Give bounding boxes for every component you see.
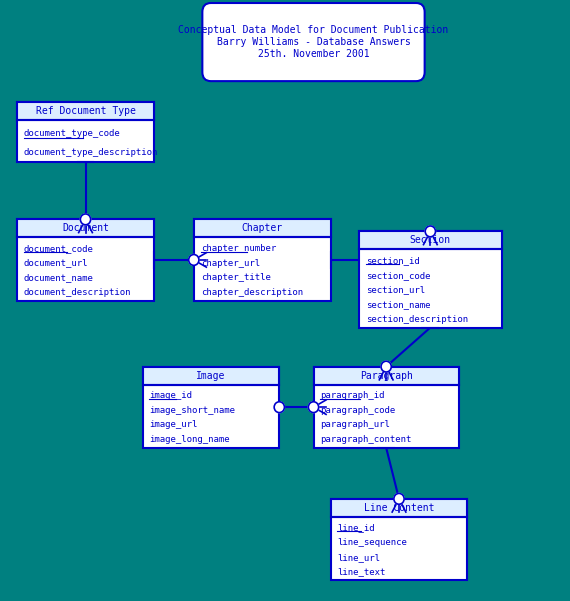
Text: section_name: section_name [366, 300, 430, 309]
Bar [314, 367, 459, 385]
Text: section_id: section_id [366, 256, 420, 265]
Text: Document: Document [62, 224, 109, 233]
Bar [17, 102, 154, 162]
Text: section_description: section_description [366, 315, 468, 324]
Bar [142, 367, 279, 385]
Bar [194, 219, 331, 237]
Text: document_name: document_name [24, 273, 94, 282]
Bar [359, 231, 502, 328]
Text: chapter_description: chapter_description [201, 288, 303, 297]
Bar [314, 367, 459, 448]
Text: Ref Document Type: Ref Document Type [35, 106, 136, 116]
Bar [194, 219, 331, 300]
Bar [331, 499, 467, 580]
Text: Paragraph: Paragraph [360, 371, 413, 380]
Circle shape [308, 401, 319, 412]
Text: Conceptual Data Model for Document Publication
Barry Williams - Database Answers: Conceptual Data Model for Document Publi… [178, 25, 449, 59]
Text: line_text: line_text [337, 567, 386, 576]
Text: document_code: document_code [24, 244, 94, 253]
Bar [142, 367, 279, 448]
Circle shape [394, 493, 404, 504]
Text: image_short_name: image_short_name [149, 406, 235, 415]
Text: paragraph_id: paragraph_id [320, 391, 385, 400]
Bar [17, 102, 154, 120]
Circle shape [189, 255, 199, 266]
Text: document_description: document_description [24, 288, 132, 297]
Text: line_id: line_id [337, 523, 375, 532]
Circle shape [425, 226, 435, 237]
Bar [359, 231, 502, 249]
Bar [331, 499, 467, 517]
Text: image_long_name: image_long_name [149, 435, 230, 444]
Text: document_type_description: document_type_description [24, 148, 158, 157]
Text: Line Content: Line Content [364, 503, 434, 513]
Circle shape [381, 361, 391, 372]
Text: image_url: image_url [149, 421, 198, 430]
Bar [17, 219, 154, 300]
Text: section_code: section_code [366, 270, 430, 279]
Text: line_sequence: line_sequence [337, 538, 408, 547]
Circle shape [274, 401, 284, 412]
Bar [17, 219, 154, 237]
Text: paragraph_url: paragraph_url [320, 421, 390, 430]
Text: chapter_number: chapter_number [201, 244, 276, 253]
Text: chapter_title: chapter_title [201, 273, 271, 282]
Text: document_type_code: document_type_code [24, 129, 121, 138]
Text: chapter_url: chapter_url [201, 258, 260, 267]
Text: paragraph_code: paragraph_code [320, 406, 396, 415]
Text: paragraph_content: paragraph_content [320, 435, 412, 444]
Text: section_url: section_url [366, 285, 425, 294]
Text: Chapter: Chapter [242, 224, 283, 233]
Text: line_url: line_url [337, 553, 380, 562]
Text: image_id: image_id [149, 391, 192, 400]
Circle shape [80, 214, 91, 225]
FancyBboxPatch shape [202, 3, 425, 81]
Text: Image: Image [196, 371, 226, 380]
Text: Section: Section [410, 236, 451, 245]
Text: document_url: document_url [24, 258, 88, 267]
